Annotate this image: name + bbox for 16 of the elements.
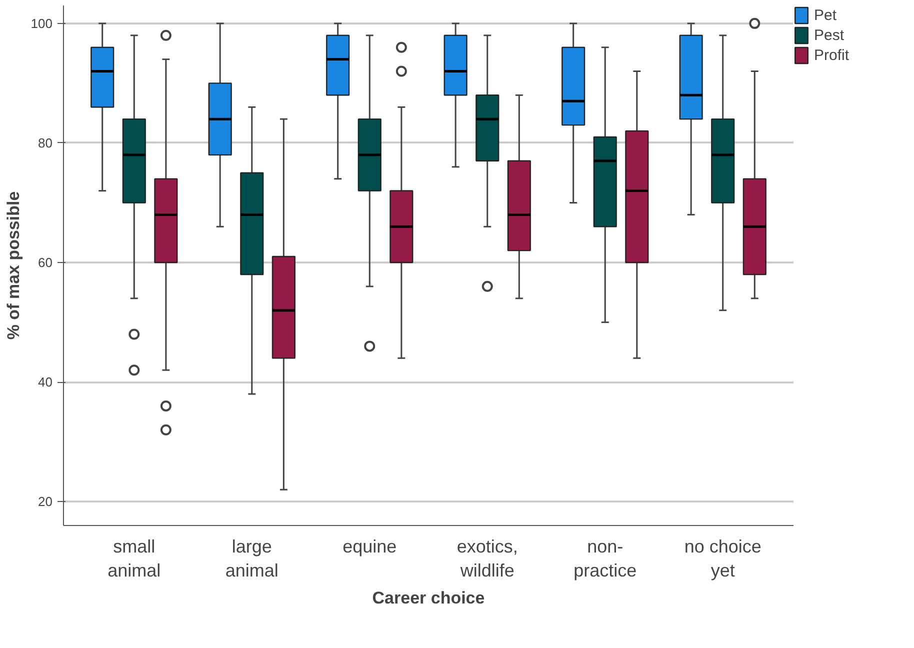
y-tick-label: 100 (30, 16, 53, 31)
x-tick-label: small animal (108, 536, 161, 580)
y-tick-label: 20 (38, 494, 53, 510)
y-tick-label: 40 (38, 374, 53, 390)
x-tick-label: large animal (225, 536, 278, 580)
y-tick-label: 60 (38, 255, 53, 270)
legend-label: Pet (814, 6, 837, 24)
legend-label: Profit (814, 46, 850, 64)
x-tick-label: exotics, wildlife (456, 536, 518, 580)
y-axis-title: % of max possible (4, 191, 23, 340)
x-axis-title: Career choice (372, 588, 485, 608)
y-tick-label: 80 (38, 135, 53, 150)
legend-label: Pest (814, 26, 844, 44)
x-tick-label: no choice yet (684, 536, 762, 580)
x-tick-label: equine (342, 536, 397, 556)
x-tick-label: non-practice (574, 536, 637, 580)
